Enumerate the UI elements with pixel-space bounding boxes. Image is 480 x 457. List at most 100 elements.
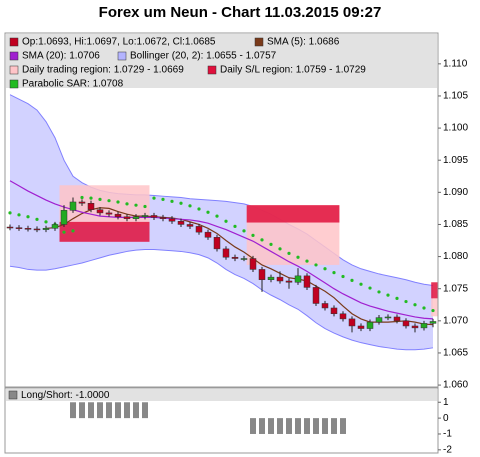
sar-dot bbox=[188, 204, 192, 208]
legend-label: Daily S/L region: 1.0759 - 1.0729 bbox=[220, 65, 366, 76]
candle-body bbox=[258, 269, 266, 280]
candle-body bbox=[105, 212, 113, 215]
legend-box bbox=[6, 389, 437, 401]
y-tick-label: 1.070 bbox=[443, 315, 468, 326]
sar-dot bbox=[206, 210, 210, 214]
sar-dot bbox=[224, 219, 228, 223]
candle-body bbox=[366, 321, 374, 329]
sar-dot bbox=[242, 229, 246, 233]
candle-body bbox=[393, 316, 401, 322]
sar-dot bbox=[278, 247, 282, 251]
sar-dot bbox=[404, 299, 408, 304]
sar-dot bbox=[89, 196, 93, 200]
candle-body bbox=[222, 248, 230, 258]
candle-body bbox=[123, 216, 131, 219]
sar-dot bbox=[350, 278, 354, 282]
candle-body bbox=[51, 224, 59, 229]
sar-dot bbox=[251, 233, 255, 237]
y-tick-label: 1.085 bbox=[443, 219, 468, 230]
bar bbox=[70, 402, 76, 419]
y-tick-label: 1 bbox=[443, 397, 449, 408]
sar-dot bbox=[305, 259, 309, 263]
bollinger-upper bbox=[9, 94, 434, 286]
candle-body bbox=[348, 318, 356, 327]
legend-label: Parabolic SAR: 1.0708 bbox=[22, 79, 124, 90]
y-tick-label: -1 bbox=[443, 429, 452, 440]
sar-dot bbox=[170, 199, 174, 203]
candle-body bbox=[6, 226, 14, 229]
y-tick-label: 1.080 bbox=[443, 251, 468, 262]
y-tick-label: 1.105 bbox=[443, 91, 468, 102]
bar bbox=[277, 418, 283, 434]
sar-dot bbox=[26, 215, 30, 219]
y-tick-label: 1.075 bbox=[443, 283, 468, 294]
bar bbox=[313, 418, 319, 434]
bar bbox=[322, 418, 328, 434]
bar bbox=[142, 402, 148, 419]
bar bbox=[106, 402, 112, 419]
bar bbox=[340, 418, 346, 434]
legend-label: SMA (5): 1.0686 bbox=[267, 37, 340, 48]
region bbox=[246, 205, 340, 223]
y-tick-label: 1.100 bbox=[443, 123, 468, 134]
y-tick-label: 1.090 bbox=[443, 187, 468, 198]
bar bbox=[88, 402, 94, 419]
candle-body bbox=[15, 227, 23, 229]
y-tick-label: 0 bbox=[443, 413, 449, 424]
bollinger-band bbox=[10, 94, 433, 350]
sar-dot bbox=[233, 224, 237, 228]
sar-dot bbox=[107, 199, 111, 203]
candle-body bbox=[150, 215, 158, 218]
legend-swatch bbox=[9, 37, 19, 47]
sar-dot bbox=[134, 203, 138, 207]
bar bbox=[79, 402, 85, 419]
candle-body bbox=[321, 303, 329, 309]
sar-dot bbox=[215, 214, 219, 218]
sar-dot bbox=[359, 282, 363, 286]
sar-dot bbox=[269, 242, 273, 246]
bar bbox=[259, 418, 265, 434]
y-tick-label: 1.060 bbox=[443, 380, 468, 391]
sar-dot bbox=[143, 204, 147, 209]
candle-body bbox=[339, 313, 347, 320]
sar-dot bbox=[62, 230, 66, 234]
legend-label: Daily trading region: 1.0729 - 1.0669 bbox=[22, 65, 184, 76]
sar-dot bbox=[377, 290, 381, 294]
region bbox=[431, 282, 438, 299]
candle-body bbox=[60, 210, 68, 225]
candle-body bbox=[24, 228, 32, 230]
sar-dot bbox=[179, 201, 183, 205]
y-tick-label: 1.110 bbox=[443, 58, 468, 69]
candle-body bbox=[231, 256, 239, 259]
sar-dot bbox=[197, 207, 201, 211]
y-tick-label: -2 bbox=[443, 444, 452, 455]
sar-dot bbox=[368, 286, 372, 290]
sar-dot bbox=[8, 211, 12, 215]
legend-swatch bbox=[9, 79, 19, 89]
candle-body bbox=[114, 213, 122, 217]
legend-swatch bbox=[117, 51, 127, 61]
bollinger-lower bbox=[9, 249, 434, 351]
sar-dot bbox=[17, 213, 21, 217]
candle-body bbox=[213, 237, 221, 250]
candle-body bbox=[96, 209, 104, 214]
candle-body bbox=[402, 320, 410, 327]
candle-body bbox=[141, 215, 149, 217]
sar-dot bbox=[125, 202, 129, 206]
bar bbox=[124, 402, 130, 419]
sar-dot bbox=[323, 267, 327, 271]
sar-dot bbox=[35, 217, 39, 221]
legend-label: Bollinger (20, 2): 1.0655 - 1.0757 bbox=[130, 51, 277, 62]
candle-body bbox=[168, 218, 176, 222]
candle-body bbox=[429, 321, 437, 324]
candle-body bbox=[276, 276, 284, 282]
sar-dot bbox=[431, 308, 435, 313]
candle-body bbox=[240, 258, 248, 260]
sar-dot bbox=[422, 306, 426, 310]
legend-label: SMA (20): 1.0706 bbox=[22, 51, 100, 62]
candle-body bbox=[177, 220, 185, 225]
sar-dot bbox=[152, 196, 156, 200]
candle-body bbox=[384, 316, 392, 319]
sar-dot bbox=[98, 197, 102, 201]
